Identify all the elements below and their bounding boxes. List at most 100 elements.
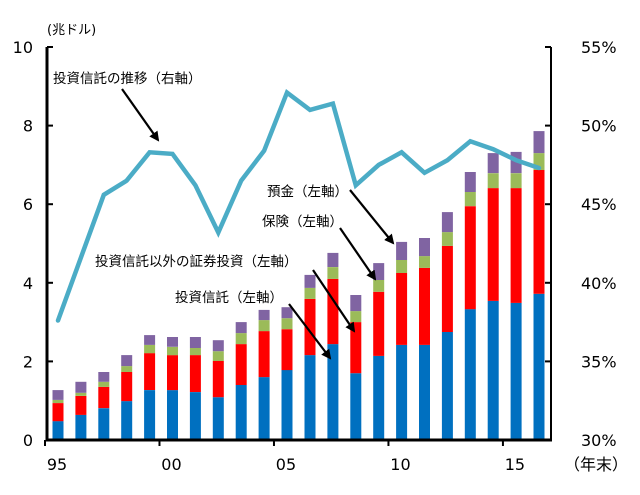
bar-segment-1-2010 — [396, 273, 408, 345]
bar-segment-3-2003 — [235, 322, 247, 334]
bar-segment-3-2004 — [258, 309, 270, 321]
line-series-fund-share — [55, 89, 542, 323]
bar-segment-1-2006 — [304, 298, 316, 356]
x-tick-label: 10 — [390, 455, 410, 474]
annotations-layer: 投資信託の推移（右軸） 預金（左軸） 保険（左軸） 投資信託以外の証券投資（左軸… — [53, 71, 395, 360]
bar-segment-2-2012 — [441, 232, 453, 246]
bar-segment-0-2016 — [533, 293, 545, 440]
bar-segment-2-2004 — [258, 320, 270, 332]
bar-segment-1-2002 — [212, 361, 224, 398]
bar-segment-2-1998 — [121, 366, 133, 372]
bar-segment-0-2000 — [167, 390, 178, 440]
bar-segment-3-2002 — [212, 340, 224, 352]
bar-segment-2-2009 — [373, 280, 385, 292]
x-axis-label: （年末） — [564, 455, 628, 474]
bar-segment-1-2007 — [327, 278, 339, 345]
bar-segment-1-2015 — [510, 188, 522, 303]
annotation-insurance-arrow — [339, 227, 377, 281]
right-tick-label: 45% — [581, 195, 617, 214]
left-axis-unit-label: (兆ドル) — [47, 23, 96, 38]
bar-segment-1-1998 — [121, 372, 133, 402]
bar-segment-1-1997 — [98, 386, 110, 409]
bar-segment-0-2010 — [396, 344, 408, 440]
bar-segment-1-2008 — [350, 322, 362, 374]
annotation-deposit-label: 預金（左軸） — [267, 184, 348, 200]
bar-segment-2-2010 — [396, 260, 408, 273]
bars-layer — [52, 131, 545, 440]
bar-segment-1-2012 — [441, 245, 453, 332]
bar-segment-2-2000 — [167, 346, 178, 356]
bar-segment-3-2007 — [327, 252, 339, 267]
right-tick-label: 30% — [581, 431, 617, 450]
x-tick-label: 05 — [276, 455, 296, 474]
bar-segment-3-2001 — [189, 337, 201, 348]
bar-segment-0-2008 — [350, 373, 362, 440]
bar-segment-3-2010 — [396, 241, 408, 260]
left-tick-label: 6 — [23, 195, 33, 214]
annotation-securities-label: 投資信託以外の証券投資（左軸） — [95, 254, 298, 270]
bar-segment-2-1995 — [52, 399, 64, 403]
bar-segment-1-2005 — [281, 329, 293, 371]
bar-segment-3-1997 — [98, 372, 110, 382]
bar-segment-2-2003 — [235, 333, 247, 345]
bar-segment-2-2005 — [281, 318, 293, 330]
bar-segment-2-1997 — [98, 381, 110, 387]
annotation-securities-arrow — [312, 269, 356, 333]
bar-segment-3-1999 — [144, 335, 156, 345]
bar-segment-0-2012 — [441, 331, 453, 440]
left-tick-label: 2 — [23, 352, 33, 371]
annotation-fund-arrow — [288, 303, 332, 360]
bar-segment-0-2014 — [487, 300, 499, 440]
labels-layer: (兆ドル) （年末） — [47, 23, 628, 474]
x-tick-label: 00 — [161, 455, 181, 474]
bar-segment-0-1995 — [52, 421, 64, 440]
bar-segment-1-2014 — [487, 188, 499, 301]
bar-segment-0-2001 — [189, 392, 201, 440]
bar-segment-2-2014 — [487, 173, 499, 189]
bar-segment-2-2016 — [533, 153, 545, 170]
bar-segment-3-2012 — [441, 212, 453, 233]
bar-segment-0-1996 — [75, 414, 87, 440]
bar-segment-3-1998 — [121, 355, 133, 367]
bar-segment-1-2016 — [533, 170, 545, 294]
left-tick-label: 4 — [23, 274, 33, 293]
bar-segment-1-1995 — [52, 403, 64, 422]
left-tick-label: 8 — [23, 117, 33, 136]
bar-segment-2-2006 — [304, 287, 316, 299]
bar-segment-0-2004 — [258, 377, 270, 440]
bar-segment-3-1995 — [52, 390, 64, 400]
annotation-fund-label: 投資信託（左軸） — [175, 290, 283, 306]
annotation-deposit-arrow — [349, 189, 395, 245]
right-tick-label: 50% — [581, 117, 617, 136]
bar-segment-3-2000 — [167, 337, 178, 347]
bar-segment-3-2016 — [533, 131, 545, 154]
bar-segment-3-2014 — [487, 153, 499, 174]
line-layer — [55, 89, 542, 323]
x-tick-label: 95 — [47, 455, 67, 474]
bar-segment-2-1999 — [144, 344, 156, 354]
bar-segment-2-2013 — [464, 192, 476, 207]
bar-segment-1-2011 — [419, 267, 430, 345]
bar-segment-1-2004 — [258, 331, 270, 378]
annotation-line-label: 投資信託の推移（右軸） — [53, 71, 202, 87]
bar-segment-1-2001 — [189, 355, 201, 392]
bar-segment-1-2003 — [235, 344, 247, 385]
bar-segment-2-2008 — [350, 311, 362, 323]
bar-segment-1-1999 — [144, 353, 156, 390]
bar-segment-2-2011 — [419, 256, 430, 268]
bar-segment-0-2013 — [464, 309, 476, 440]
bar-segment-1-2013 — [464, 206, 476, 310]
bar-segment-2-2001 — [189, 348, 201, 356]
bar-segment-1-1996 — [75, 396, 87, 415]
bar-segment-2-2007 — [327, 267, 339, 279]
bar-segment-3-2006 — [304, 274, 316, 288]
bar-segment-0-1999 — [144, 390, 156, 440]
bar-segment-0-1998 — [121, 401, 133, 440]
bar-segment-1-2009 — [373, 291, 385, 356]
bar-segment-0-2002 — [212, 397, 224, 440]
bar-segment-0-2003 — [235, 385, 247, 440]
bar-segment-3-2008 — [350, 295, 362, 312]
bar-segment-2-1996 — [75, 392, 87, 396]
bar-segment-0-2007 — [327, 344, 339, 440]
